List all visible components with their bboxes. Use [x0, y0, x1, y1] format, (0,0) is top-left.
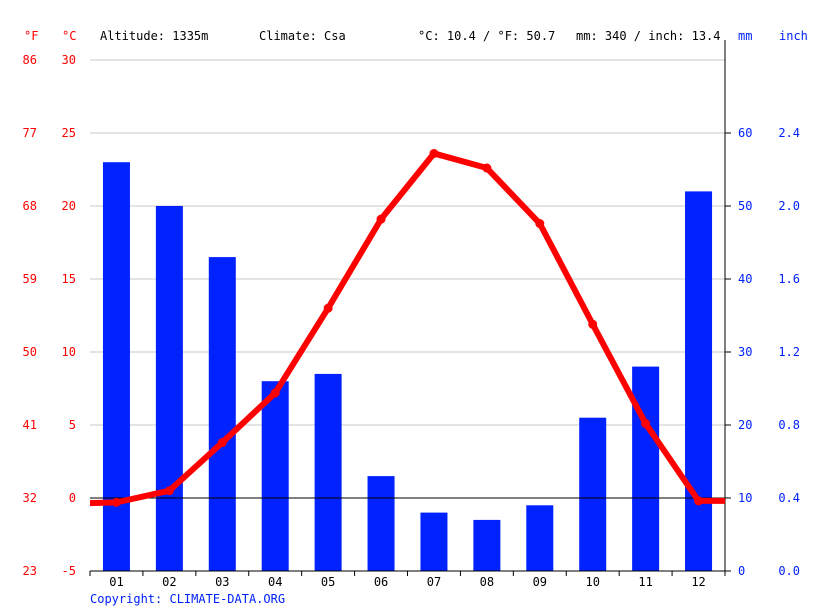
inch-tick-label: 0.4 — [778, 491, 800, 505]
mm-tick-label: 40 — [738, 272, 752, 286]
month-tick-label: 12 — [691, 575, 705, 589]
month-tick-label: 04 — [268, 575, 282, 589]
fahrenheit-tick-label: 32 — [23, 491, 37, 505]
temperature-point — [641, 419, 651, 429]
inch-tick-label: 2.4 — [778, 126, 800, 140]
inch-tick-label: 0.8 — [778, 418, 800, 432]
precipitation-bar — [420, 512, 448, 571]
precipitation-bar — [155, 206, 183, 571]
month-tick-label: 11 — [638, 575, 652, 589]
month-tick-label: 02 — [162, 575, 176, 589]
celsius-unit-label: °C — [62, 29, 76, 43]
month-tick-label: 06 — [374, 575, 388, 589]
copyright-link[interactable]: Copyright: CLIMATE-DATA.ORG — [90, 592, 285, 606]
precipitation-bar — [367, 476, 395, 571]
mm-tick-label: 10 — [738, 491, 752, 505]
temperature-point — [694, 496, 704, 506]
temperature-point — [482, 163, 492, 173]
fahrenheit-tick-label: 41 — [23, 418, 37, 432]
mm-tick-label: 0 — [738, 564, 745, 578]
temperature-point — [429, 148, 439, 158]
temperature-line — [89, 148, 725, 507]
precipitation-bars — [102, 162, 713, 571]
temperature-point — [535, 219, 545, 229]
fahrenheit-tick-label: 77 — [23, 126, 37, 140]
axes — [89, 40, 731, 576]
precipitation-bar — [685, 191, 713, 571]
temperature-point — [270, 388, 280, 398]
celsius-tick-label: 15 — [62, 272, 76, 286]
month-tick-label: 05 — [321, 575, 335, 589]
inch-tick-label: 2.0 — [778, 199, 800, 213]
temperature-point — [323, 303, 333, 313]
inch-tick-label: 1.2 — [778, 345, 800, 359]
precipitation-bar — [632, 366, 660, 571]
precipitation-bar — [473, 519, 501, 571]
celsius-tick-label: 30 — [62, 53, 76, 67]
month-tick-label: 10 — [585, 575, 599, 589]
precipitation-bar — [102, 162, 130, 571]
temperature-point — [217, 438, 227, 448]
mm-tick-label: 30 — [738, 345, 752, 359]
climate-label: Climate: Csa — [259, 29, 346, 43]
month-tick-label: 01 — [109, 575, 123, 589]
total-precipitation-label: mm: 340 / inch: 13.4 — [576, 29, 721, 43]
temperature-point — [164, 486, 174, 496]
celsius-tick-label: 25 — [62, 126, 76, 140]
temperature-series-line — [89, 150, 725, 507]
inch-unit-label: inch — [779, 29, 808, 43]
temperature-point — [376, 214, 386, 224]
temperature-point — [111, 497, 121, 507]
mm-tick-label: 20 — [738, 418, 752, 432]
celsius-tick-label: 5 — [69, 418, 76, 432]
average-temperature-label: °C: 10.4 / °F: 50.7 — [418, 29, 555, 43]
gridlines — [90, 59, 725, 572]
precipitation-bar — [208, 257, 236, 571]
precipitation-bar — [526, 505, 554, 571]
fahrenheit-unit-label: °F — [24, 29, 38, 43]
inch-tick-label: 0.0 — [778, 564, 800, 578]
fahrenheit-tick-label: 86 — [23, 53, 37, 67]
month-tick-label: 03 — [215, 575, 229, 589]
month-tick-label: 08 — [480, 575, 494, 589]
precipitation-bar — [261, 381, 289, 571]
month-tick-label: 07 — [427, 575, 441, 589]
celsius-tick-label: 20 — [62, 199, 76, 213]
fahrenheit-tick-label: 50 — [23, 345, 37, 359]
precipitation-bar — [314, 373, 342, 571]
inch-tick-label: 1.6 — [778, 272, 800, 286]
temperature-point — [588, 319, 598, 329]
altitude-label: Altitude: 1335m — [100, 29, 208, 43]
celsius-tick-label: -5 — [62, 564, 76, 578]
fahrenheit-tick-label: 23 — [23, 564, 37, 578]
celsius-tick-label: 10 — [62, 345, 76, 359]
tick-labels: -5 23 0 32 5 41 10 50 15 59 20 68 25 77 30 86 0 0.0 10 0.4 2… — [23, 53, 800, 589]
mm-tick-label: 50 — [738, 199, 752, 213]
fahrenheit-tick-label: 59 — [23, 272, 37, 286]
mm-unit-label: mm — [738, 29, 752, 43]
fahrenheit-tick-label: 68 — [23, 199, 37, 213]
month-tick-label: 09 — [533, 575, 547, 589]
celsius-tick-label: 0 — [69, 491, 76, 505]
precipitation-bar — [579, 417, 607, 571]
mm-tick-label: 60 — [738, 126, 752, 140]
